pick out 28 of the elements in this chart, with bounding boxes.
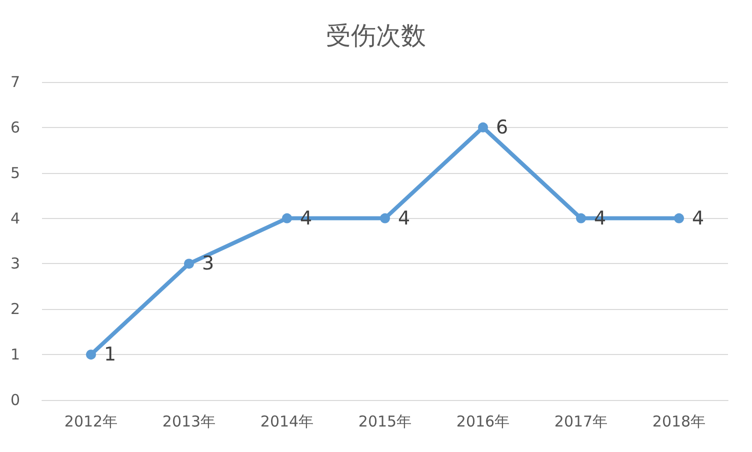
x-tick-label: 2014年: [260, 412, 314, 430]
data-label: 4: [398, 207, 410, 230]
data-label: 6: [496, 116, 508, 138]
x-tick-label: 2012年: [64, 412, 118, 430]
point: [576, 213, 586, 224]
y-tick-label: 0: [10, 391, 20, 409]
y-tick-label: 3: [10, 254, 20, 273]
point: [380, 213, 390, 224]
point: [86, 350, 96, 360]
y-tick-label: 4: [10, 209, 20, 228]
point: [184, 258, 194, 269]
chart-title: 受伤次数: [326, 21, 426, 50]
x-tick-label: 2015年: [358, 412, 412, 430]
data-label: 4: [692, 207, 704, 230]
point: [674, 213, 684, 224]
x-tick-label: 2013年: [162, 412, 216, 430]
y-tick-label: 2: [10, 300, 20, 318]
point: [478, 122, 488, 132]
point: [282, 213, 292, 224]
y-tick-label: 6: [10, 118, 20, 136]
y-tick-label: 5: [10, 164, 20, 182]
x-tick-label: 2018年: [652, 412, 706, 430]
data-label: 1: [104, 344, 116, 366]
y-tick-label: 7: [10, 73, 20, 91]
y-tick-label: 1: [10, 346, 20, 364]
data-label: 3: [202, 252, 214, 275]
x-tick-label: 2016年: [456, 412, 510, 430]
x-tick-label: 2017年: [554, 412, 608, 430]
